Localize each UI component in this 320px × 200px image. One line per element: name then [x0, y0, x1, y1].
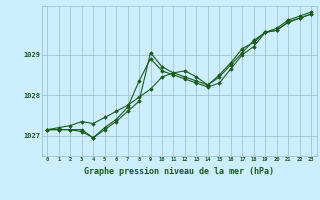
X-axis label: Graphe pression niveau de la mer (hPa): Graphe pression niveau de la mer (hPa)	[84, 167, 274, 176]
